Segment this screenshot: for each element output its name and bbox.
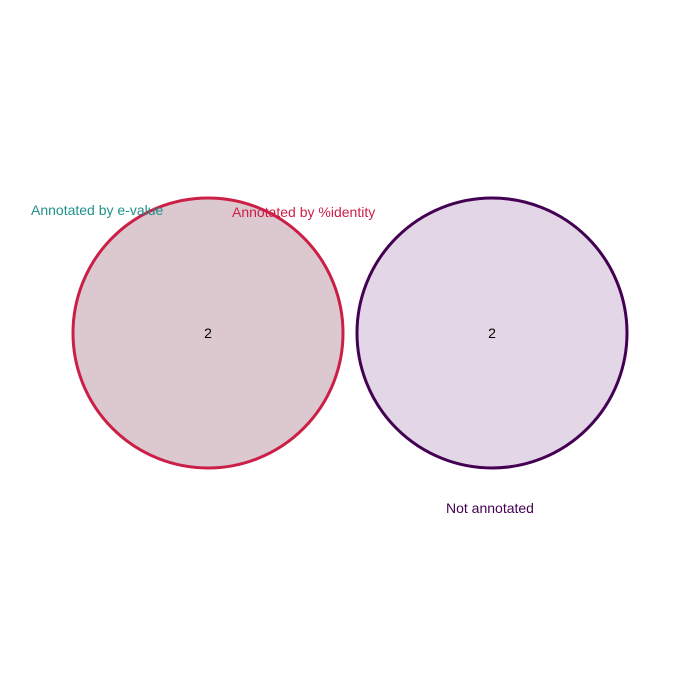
region-count-not-annotated: 2 xyxy=(488,325,496,341)
set-label-not-annotated: Not annotated xyxy=(446,500,534,516)
set-label-identity: Annotated by %identity xyxy=(232,204,375,220)
region-count-annotated: 2 xyxy=(204,325,212,341)
set-label-evalue: Annotated by e-value xyxy=(31,202,164,218)
set-circle-evalue-identity xyxy=(71,196,345,470)
set-circle-not-annotated xyxy=(355,196,629,470)
